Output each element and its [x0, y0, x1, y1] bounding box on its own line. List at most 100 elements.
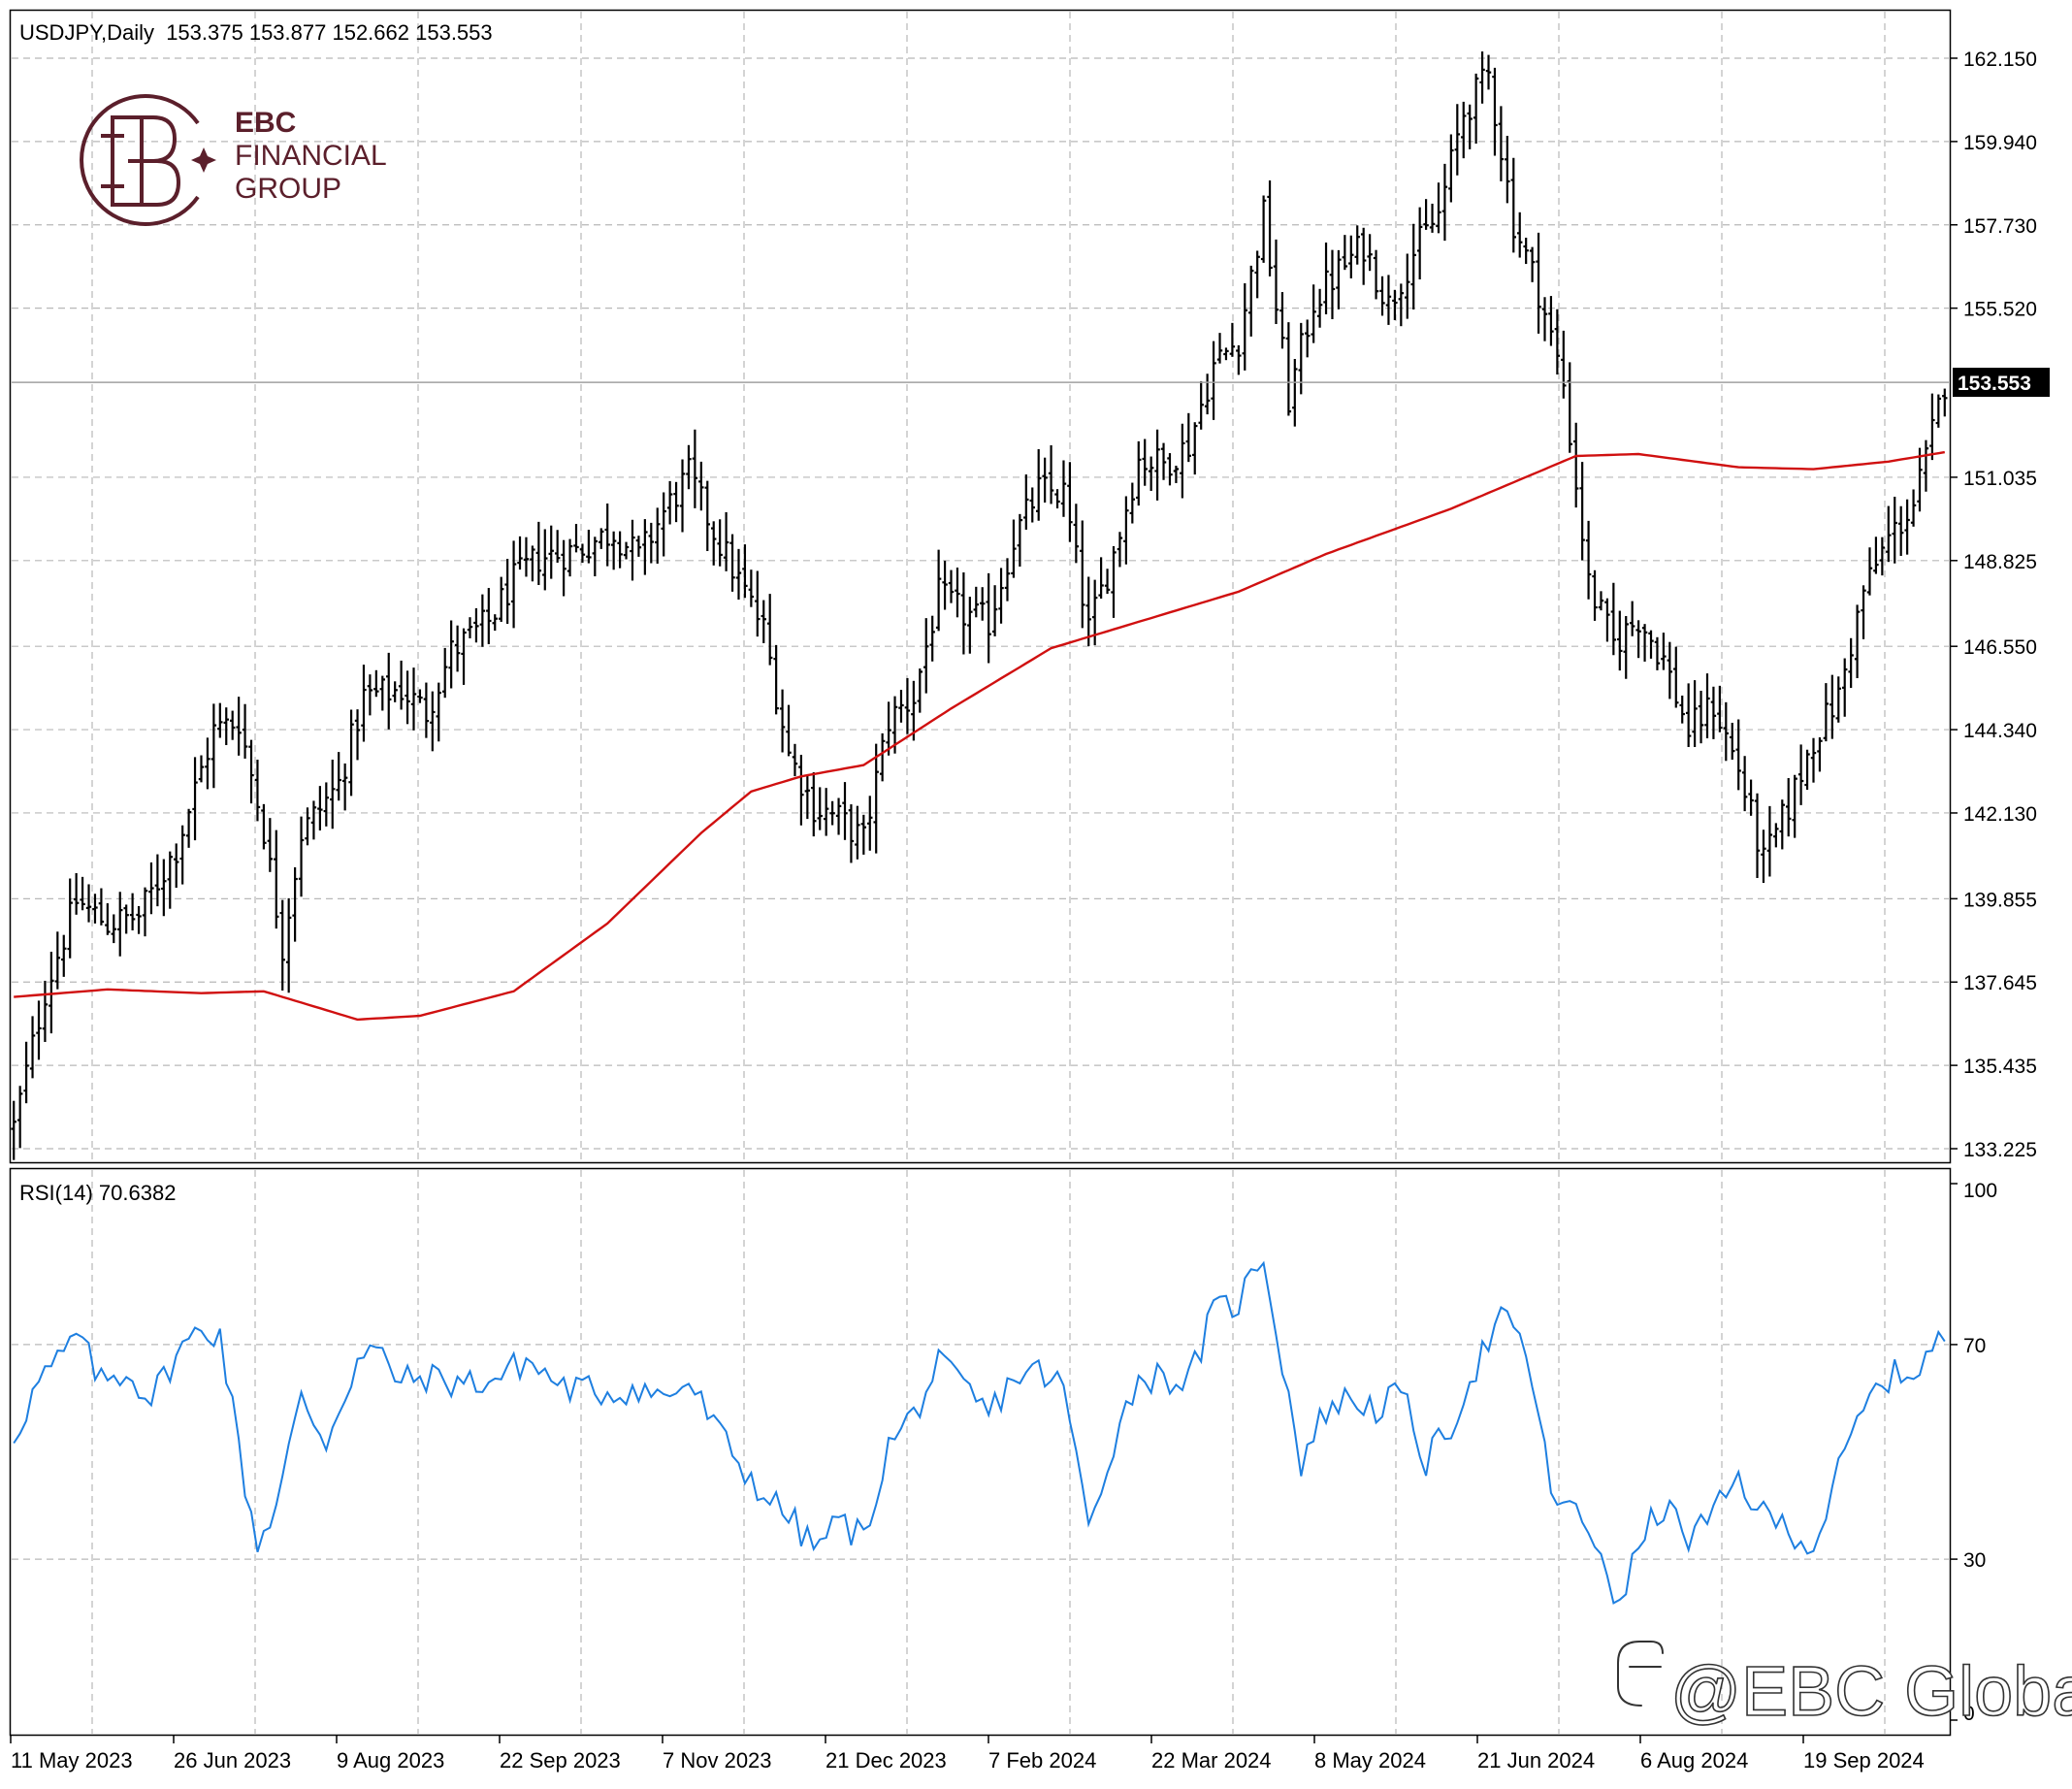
price-bar — [1348, 235, 1354, 278]
price-bar — [1392, 289, 1398, 320]
price-tick-label: 135.435 — [1963, 1056, 2037, 1078]
price-panel-frame — [9, 9, 1952, 1164]
rsi-indicator-label: RSI(14) 70.6382 — [19, 1181, 176, 1205]
price-bar — [16, 1086, 23, 1149]
price-bar — [1104, 569, 1111, 595]
price-bar — [1548, 296, 1554, 346]
price-bar — [991, 585, 998, 636]
price-tick-label: 137.645 — [1963, 972, 2037, 994]
price-bar — [29, 1016, 36, 1079]
rsi-tick-label: 70 — [1963, 1335, 1986, 1357]
price-bar — [1761, 829, 1766, 884]
price-bar — [1786, 778, 1792, 837]
price-bar — [1748, 779, 1754, 816]
price-bar — [673, 481, 679, 523]
price-bar — [1754, 793, 1761, 879]
rsi-line — [13, 1260, 1946, 1605]
price-bar — [717, 519, 723, 567]
price-bar — [948, 569, 955, 603]
date-tick-label: 21 Dec 2023 — [826, 1748, 947, 1773]
price-bar — [1148, 456, 1154, 491]
price-bar — [1436, 182, 1441, 234]
price-bar — [592, 537, 599, 577]
price-bar — [548, 525, 554, 579]
price-bar — [604, 503, 610, 567]
price-bar — [579, 543, 586, 564]
price-bar — [1198, 380, 1204, 430]
price-bar — [1817, 737, 1823, 772]
price-bar — [49, 951, 54, 1034]
price-bar — [1354, 225, 1360, 265]
price-bar — [423, 682, 430, 738]
price-bar — [655, 507, 661, 564]
date-tick-label: 7 Nov 2023 — [663, 1748, 772, 1773]
price-bar — [986, 572, 991, 664]
price-bar — [1517, 211, 1523, 258]
price-bar — [298, 816, 305, 897]
rsi-tick-label: 30 — [1963, 1549, 1986, 1572]
price-tick-label: 159.940 — [1963, 132, 2037, 154]
price-bar — [1904, 499, 1910, 555]
price-bar — [1111, 546, 1117, 618]
price-bar — [1254, 250, 1260, 299]
price-bar — [1242, 282, 1247, 371]
price-bar — [323, 782, 330, 827]
price-bar — [254, 760, 261, 822]
price-bar — [1505, 136, 1510, 204]
price-bar — [80, 876, 85, 911]
price-bar — [755, 570, 761, 637]
price-bar — [386, 652, 392, 730]
price-bar — [261, 803, 267, 850]
rsi-panel-frame — [9, 1167, 1952, 1737]
price-bar — [711, 521, 717, 566]
price-bar — [1610, 582, 1617, 656]
price-bar — [848, 804, 855, 863]
price-bar — [1080, 520, 1085, 629]
price-bar — [1154, 429, 1160, 501]
price-bar — [1248, 265, 1254, 337]
price-bar — [692, 429, 698, 508]
price-bar — [1311, 284, 1316, 343]
price-bar — [1866, 547, 1873, 596]
price-bar — [392, 681, 398, 702]
price-bar — [198, 755, 205, 783]
price-bar — [967, 597, 973, 654]
price-bar — [773, 644, 779, 715]
price-bar — [1529, 246, 1536, 282]
price-bar — [1011, 519, 1017, 578]
price-bar — [23, 1041, 29, 1104]
price-bar — [348, 709, 354, 797]
price-bar — [761, 600, 766, 643]
price-bar — [567, 538, 573, 577]
price-bar — [1223, 347, 1229, 361]
price-bar — [1617, 610, 1623, 671]
price-bar — [467, 617, 473, 638]
price-bar — [1267, 180, 1273, 276]
price-bar — [1473, 73, 1479, 145]
price-bar — [542, 529, 548, 591]
price-bar — [1042, 457, 1048, 503]
price-bar — [911, 680, 917, 741]
price-bar — [486, 588, 492, 644]
price-bar — [379, 675, 386, 711]
price-bar — [105, 903, 111, 935]
price-bar — [1017, 513, 1023, 567]
price-bar — [1192, 422, 1198, 475]
price-bar — [1373, 249, 1379, 300]
price-bar — [1054, 489, 1060, 509]
price-tick-label: 142.130 — [1963, 803, 2037, 826]
last-price-badge: 153.553 — [1953, 368, 2050, 398]
price-bar — [835, 797, 842, 835]
price-bar — [36, 1000, 42, 1060]
price-bar — [1592, 569, 1598, 621]
price-bar — [573, 524, 579, 553]
price-bar — [285, 897, 292, 993]
price-bar — [1523, 237, 1529, 265]
price-bar — [1842, 658, 1848, 717]
price-bar — [448, 620, 454, 689]
price-bar — [1454, 104, 1461, 176]
price-bar — [123, 904, 129, 934]
price-bar — [54, 931, 61, 990]
price-bar — [354, 709, 361, 761]
price-bar — [586, 530, 592, 564]
